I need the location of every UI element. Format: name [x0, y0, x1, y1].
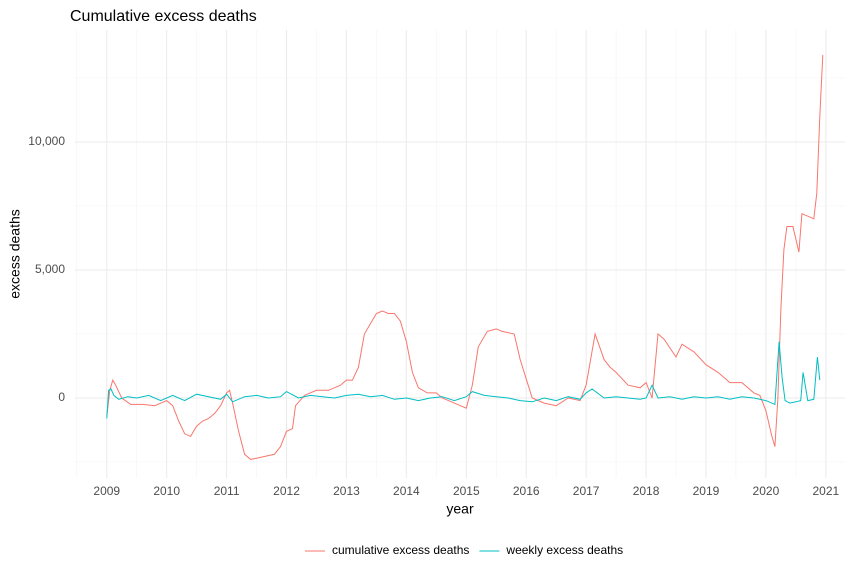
legend-label: cumulative excess deaths [332, 543, 469, 557]
x-tick-label: 2019 [693, 484, 720, 498]
x-tick-label: 2021 [812, 484, 839, 498]
x-tick-label: 2012 [273, 484, 300, 498]
y-tick-label: 0 [58, 390, 65, 404]
y-tick-label: 5,000 [35, 262, 65, 276]
x-tick-label: 2018 [633, 484, 660, 498]
y-axis-label: excess deaths [7, 209, 23, 299]
x-tick-label: 2013 [333, 484, 360, 498]
x-tick-label: 2009 [93, 484, 120, 498]
x-tick-label: 2011 [214, 484, 240, 498]
chart-title: Cumulative excess deaths [70, 8, 257, 25]
grid [75, 30, 845, 478]
x-tick-label: 2015 [453, 484, 480, 498]
legend-label: weekly excess deaths [505, 543, 623, 557]
x-tick-label: 2020 [753, 484, 780, 498]
x-tick-label: 2016 [513, 484, 540, 498]
x-tick-label: 2017 [573, 484, 600, 498]
x-axis-label: year [446, 501, 474, 517]
series-line [106, 341, 821, 419]
x-tick-label: 2010 [153, 484, 180, 498]
series-line [106, 54, 824, 460]
x-tick-label: 2014 [393, 484, 420, 498]
y-tick-label: 10,000 [28, 134, 65, 148]
